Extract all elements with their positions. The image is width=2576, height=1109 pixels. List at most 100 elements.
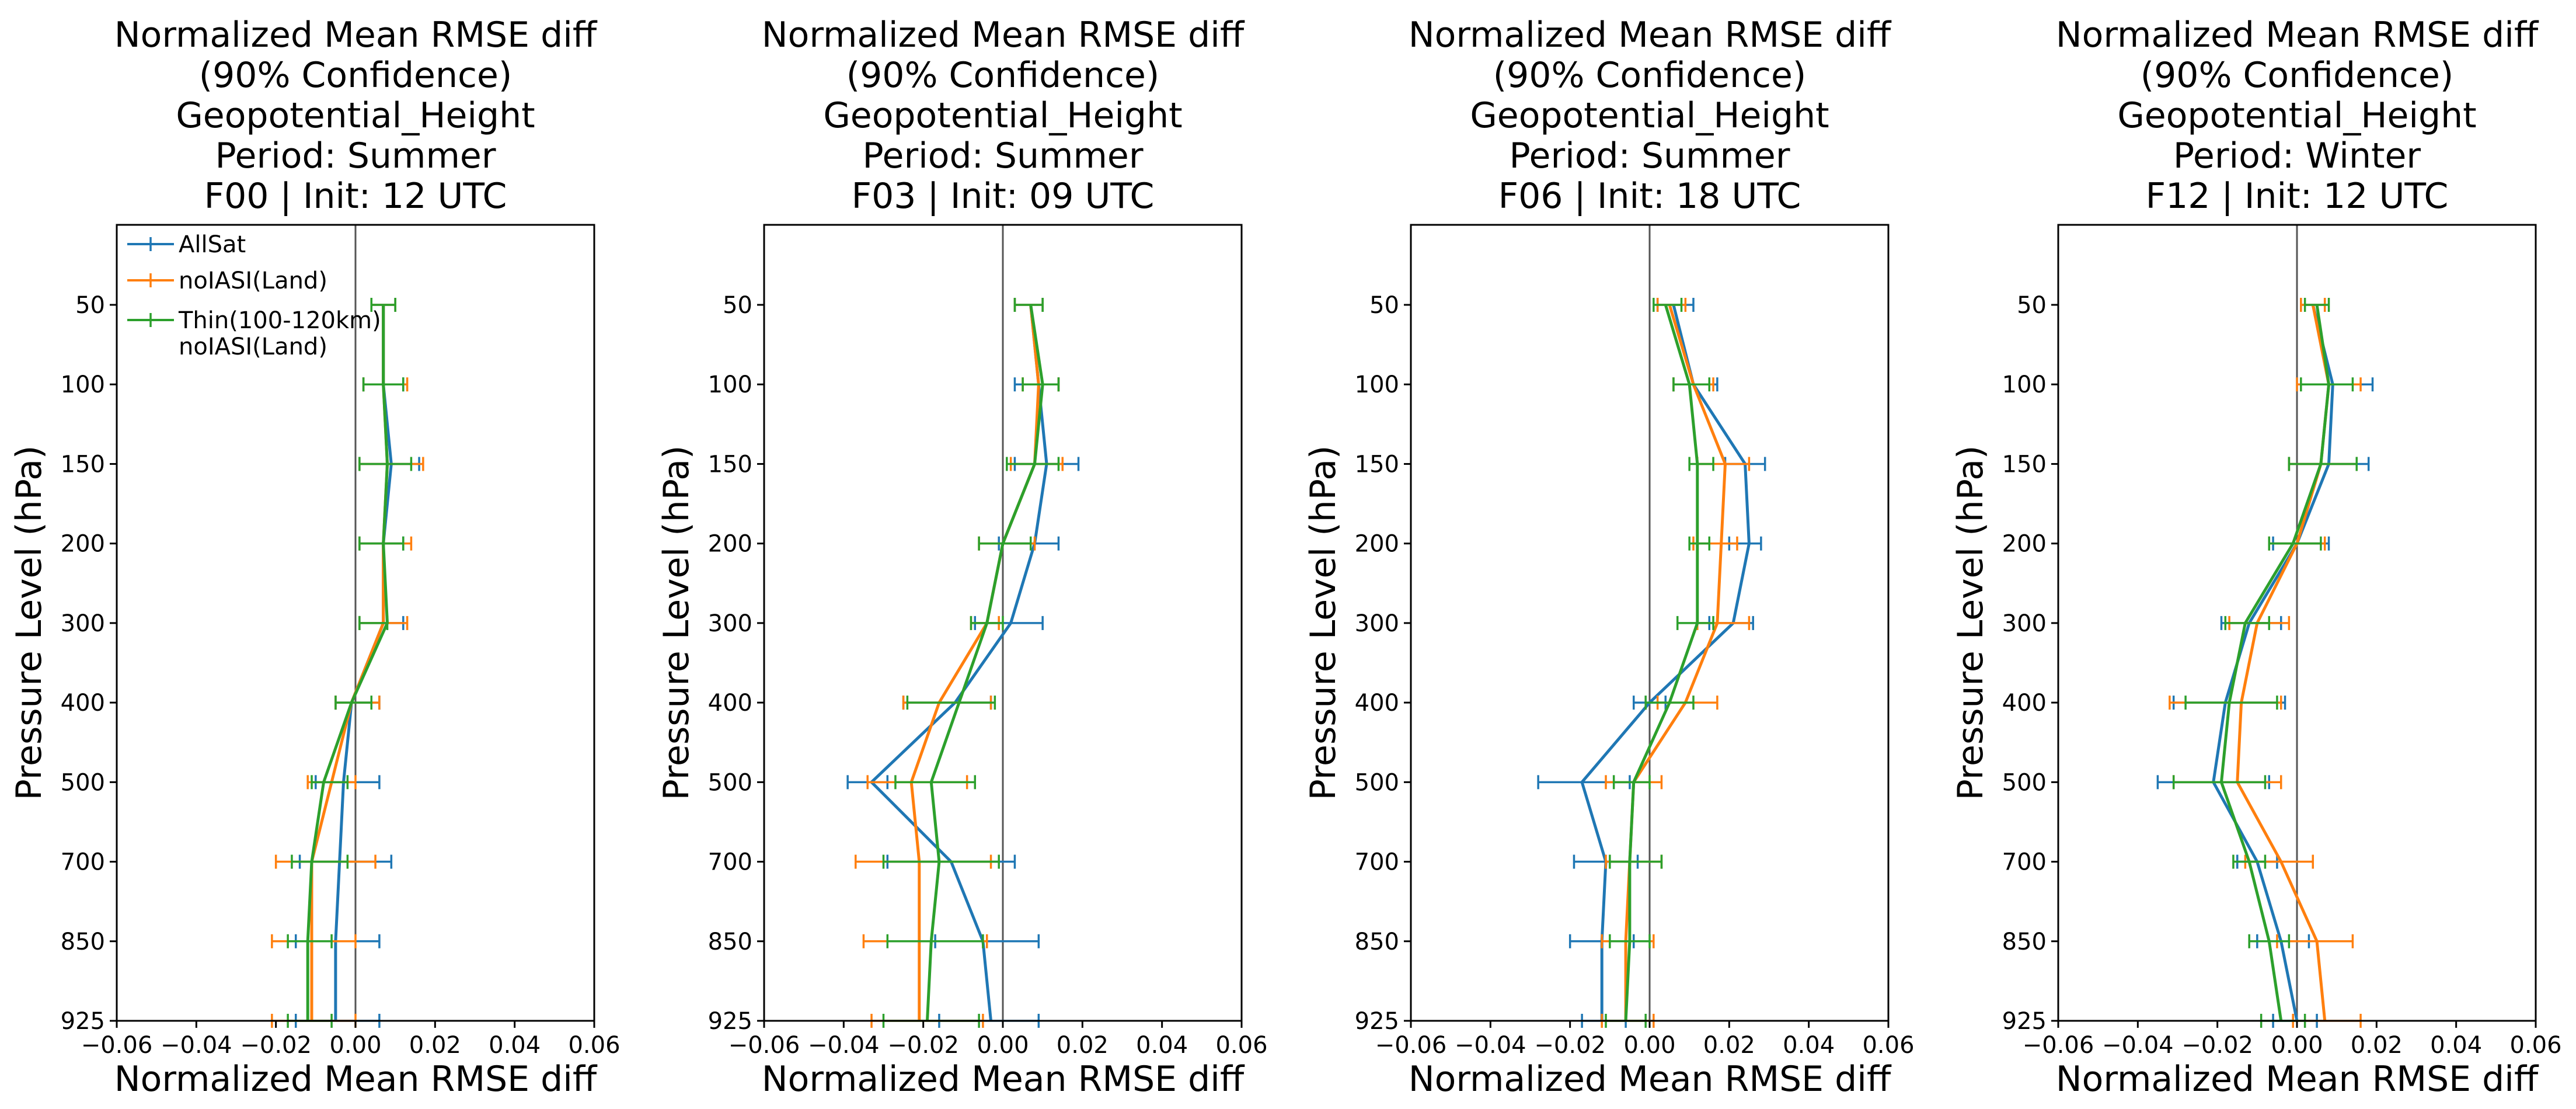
chart-title-line: (90% Confidence) (199, 55, 513, 96)
x-tick-label: −0.06 (2023, 1032, 2094, 1059)
error-bar (1644, 696, 1695, 710)
error-bar (1653, 298, 1683, 312)
y-tick-label: 850 (1355, 929, 1399, 955)
error-bar (1013, 298, 1044, 312)
error-bar (1688, 457, 1714, 471)
series-line (310, 305, 389, 1021)
chart-title-line: Geopotential_Height (2117, 95, 2476, 136)
series-1 (295, 298, 420, 1028)
error-bar (362, 377, 405, 392)
y-tick-label: 850 (708, 929, 752, 955)
x-tick-label: 0.02 (409, 1032, 461, 1059)
y-tick-label: 850 (2002, 929, 2047, 955)
error-bar (358, 616, 389, 630)
y-tick-label: 700 (708, 849, 752, 876)
chart-title-line: F12 | Init: 12 UTC (2146, 176, 2449, 217)
x-tick-label: 0.00 (1623, 1032, 1675, 1059)
x-tick-label: 0.04 (1783, 1032, 1835, 1059)
y-tick-label: 400 (1355, 690, 1399, 717)
y-axis-label: Pressure Level (hPa) (1303, 446, 1344, 801)
error-bar (358, 536, 405, 551)
error-bar (2288, 457, 2358, 471)
y-tick-label: 400 (2002, 690, 2047, 717)
legend-label: Thin(100-120km) (178, 307, 381, 334)
y-tick-label: 925 (2002, 1008, 2047, 1035)
x-tick-label: −0.02 (887, 1032, 959, 1059)
error-bar (882, 854, 1000, 869)
series-line (1580, 304, 1751, 1021)
x-tick-label: 0.04 (1136, 1032, 1188, 1059)
y-tick-label: 300 (61, 610, 105, 637)
y-tick-label: 500 (1355, 769, 1399, 796)
error-bar (287, 934, 333, 948)
y-tick-label: 925 (708, 1008, 752, 1035)
y-tick-label: 150 (2002, 451, 2047, 478)
y-tick-label: 150 (708, 451, 752, 478)
x-tick-label: −0.04 (1455, 1032, 1526, 1059)
x-tick-label: 0.00 (329, 1032, 381, 1059)
x-tick-label: 0.06 (1215, 1032, 1267, 1059)
chart-title-line: (90% Confidence) (846, 55, 1160, 96)
y-axis-label: Pressure Level (hPa) (656, 446, 697, 801)
x-tick-label: −0.04 (161, 1032, 232, 1059)
x-tick-label: 0.00 (2271, 1032, 2323, 1059)
error-bar (1006, 457, 1060, 471)
x-tick-label: −0.06 (728, 1032, 800, 1059)
y-tick-label: 925 (1355, 1008, 1399, 1035)
series-line (334, 305, 393, 1021)
series-line (870, 304, 1048, 1021)
chart-title-line: (90% Confidence) (1493, 55, 1807, 96)
series-3 (2172, 298, 2358, 1028)
series-3 (287, 298, 413, 1028)
x-tick-label: 0.06 (568, 1032, 620, 1059)
error-bar (906, 696, 996, 710)
error-bar (1688, 536, 1710, 551)
series-2 (1601, 298, 1751, 1028)
y-tick-label: 50 (723, 292, 752, 319)
y-tick-label: 50 (2017, 292, 2047, 319)
chart-title-line: Geopotential_Height (176, 95, 535, 136)
y-tick-label: 200 (1355, 531, 1399, 558)
series-line (1624, 304, 1699, 1021)
y-tick-label: 100 (2002, 371, 2047, 398)
y-tick-label: 700 (61, 849, 105, 876)
series-line (2236, 304, 2330, 1021)
series-3 (1605, 298, 1714, 1028)
chart-title-line: F06 | Init: 18 UTC (1498, 176, 1801, 217)
series-3 (882, 298, 1060, 1028)
chart-title-line: F03 | Init: 09 UTC (852, 176, 1155, 217)
y-tick-label: 850 (61, 929, 105, 955)
chart-title-line: Normalized Mean RMSE diff (1409, 15, 1892, 55)
chart-title-line: Period: Winter (2173, 135, 2421, 176)
chart-title-line: Period: Summer (215, 135, 496, 176)
y-tick-label: 500 (61, 769, 105, 796)
chart-title-line: Geopotential_Height (823, 95, 1182, 136)
chart-title-line: F00 | Init: 12 UTC (204, 176, 507, 217)
x-tick-label: −0.02 (1534, 1032, 1606, 1059)
error-bar (370, 298, 396, 312)
y-tick-label: 300 (1355, 610, 1399, 637)
y-tick-label: 400 (61, 690, 105, 717)
chart-title-line: (90% Confidence) (2141, 55, 2454, 96)
series-2 (855, 298, 1064, 1028)
series-line (2220, 304, 2330, 1021)
y-tick-label: 50 (1369, 292, 1399, 319)
y-tick-label: 200 (708, 531, 752, 558)
x-tick-label: −0.06 (1375, 1032, 1447, 1059)
error-bar (1609, 934, 1651, 948)
y-axis-label: Pressure Level (hPa) (9, 446, 50, 801)
error-bar (2224, 616, 2271, 630)
chart-panel-4: Normalized Mean RMSE diff(90% Confidence… (1950, 15, 2562, 1100)
series-line (909, 304, 1040, 1021)
error-bar (2248, 934, 2291, 948)
y-tick-label: 200 (61, 531, 105, 558)
series-line (306, 305, 389, 1021)
chart-panel-1: Normalized Mean RMSE diff(90% Confidence… (9, 15, 621, 1100)
error-bar (978, 536, 1032, 551)
x-tick-label: −0.02 (2181, 1032, 2253, 1059)
error-bar (1022, 377, 1060, 392)
chart-title-line: Period: Summer (863, 135, 1144, 176)
chart-panel-3: Normalized Mean RMSE diff(90% Confidence… (1303, 15, 1915, 1100)
error-bar (2300, 377, 2354, 392)
error-bar (334, 696, 373, 710)
